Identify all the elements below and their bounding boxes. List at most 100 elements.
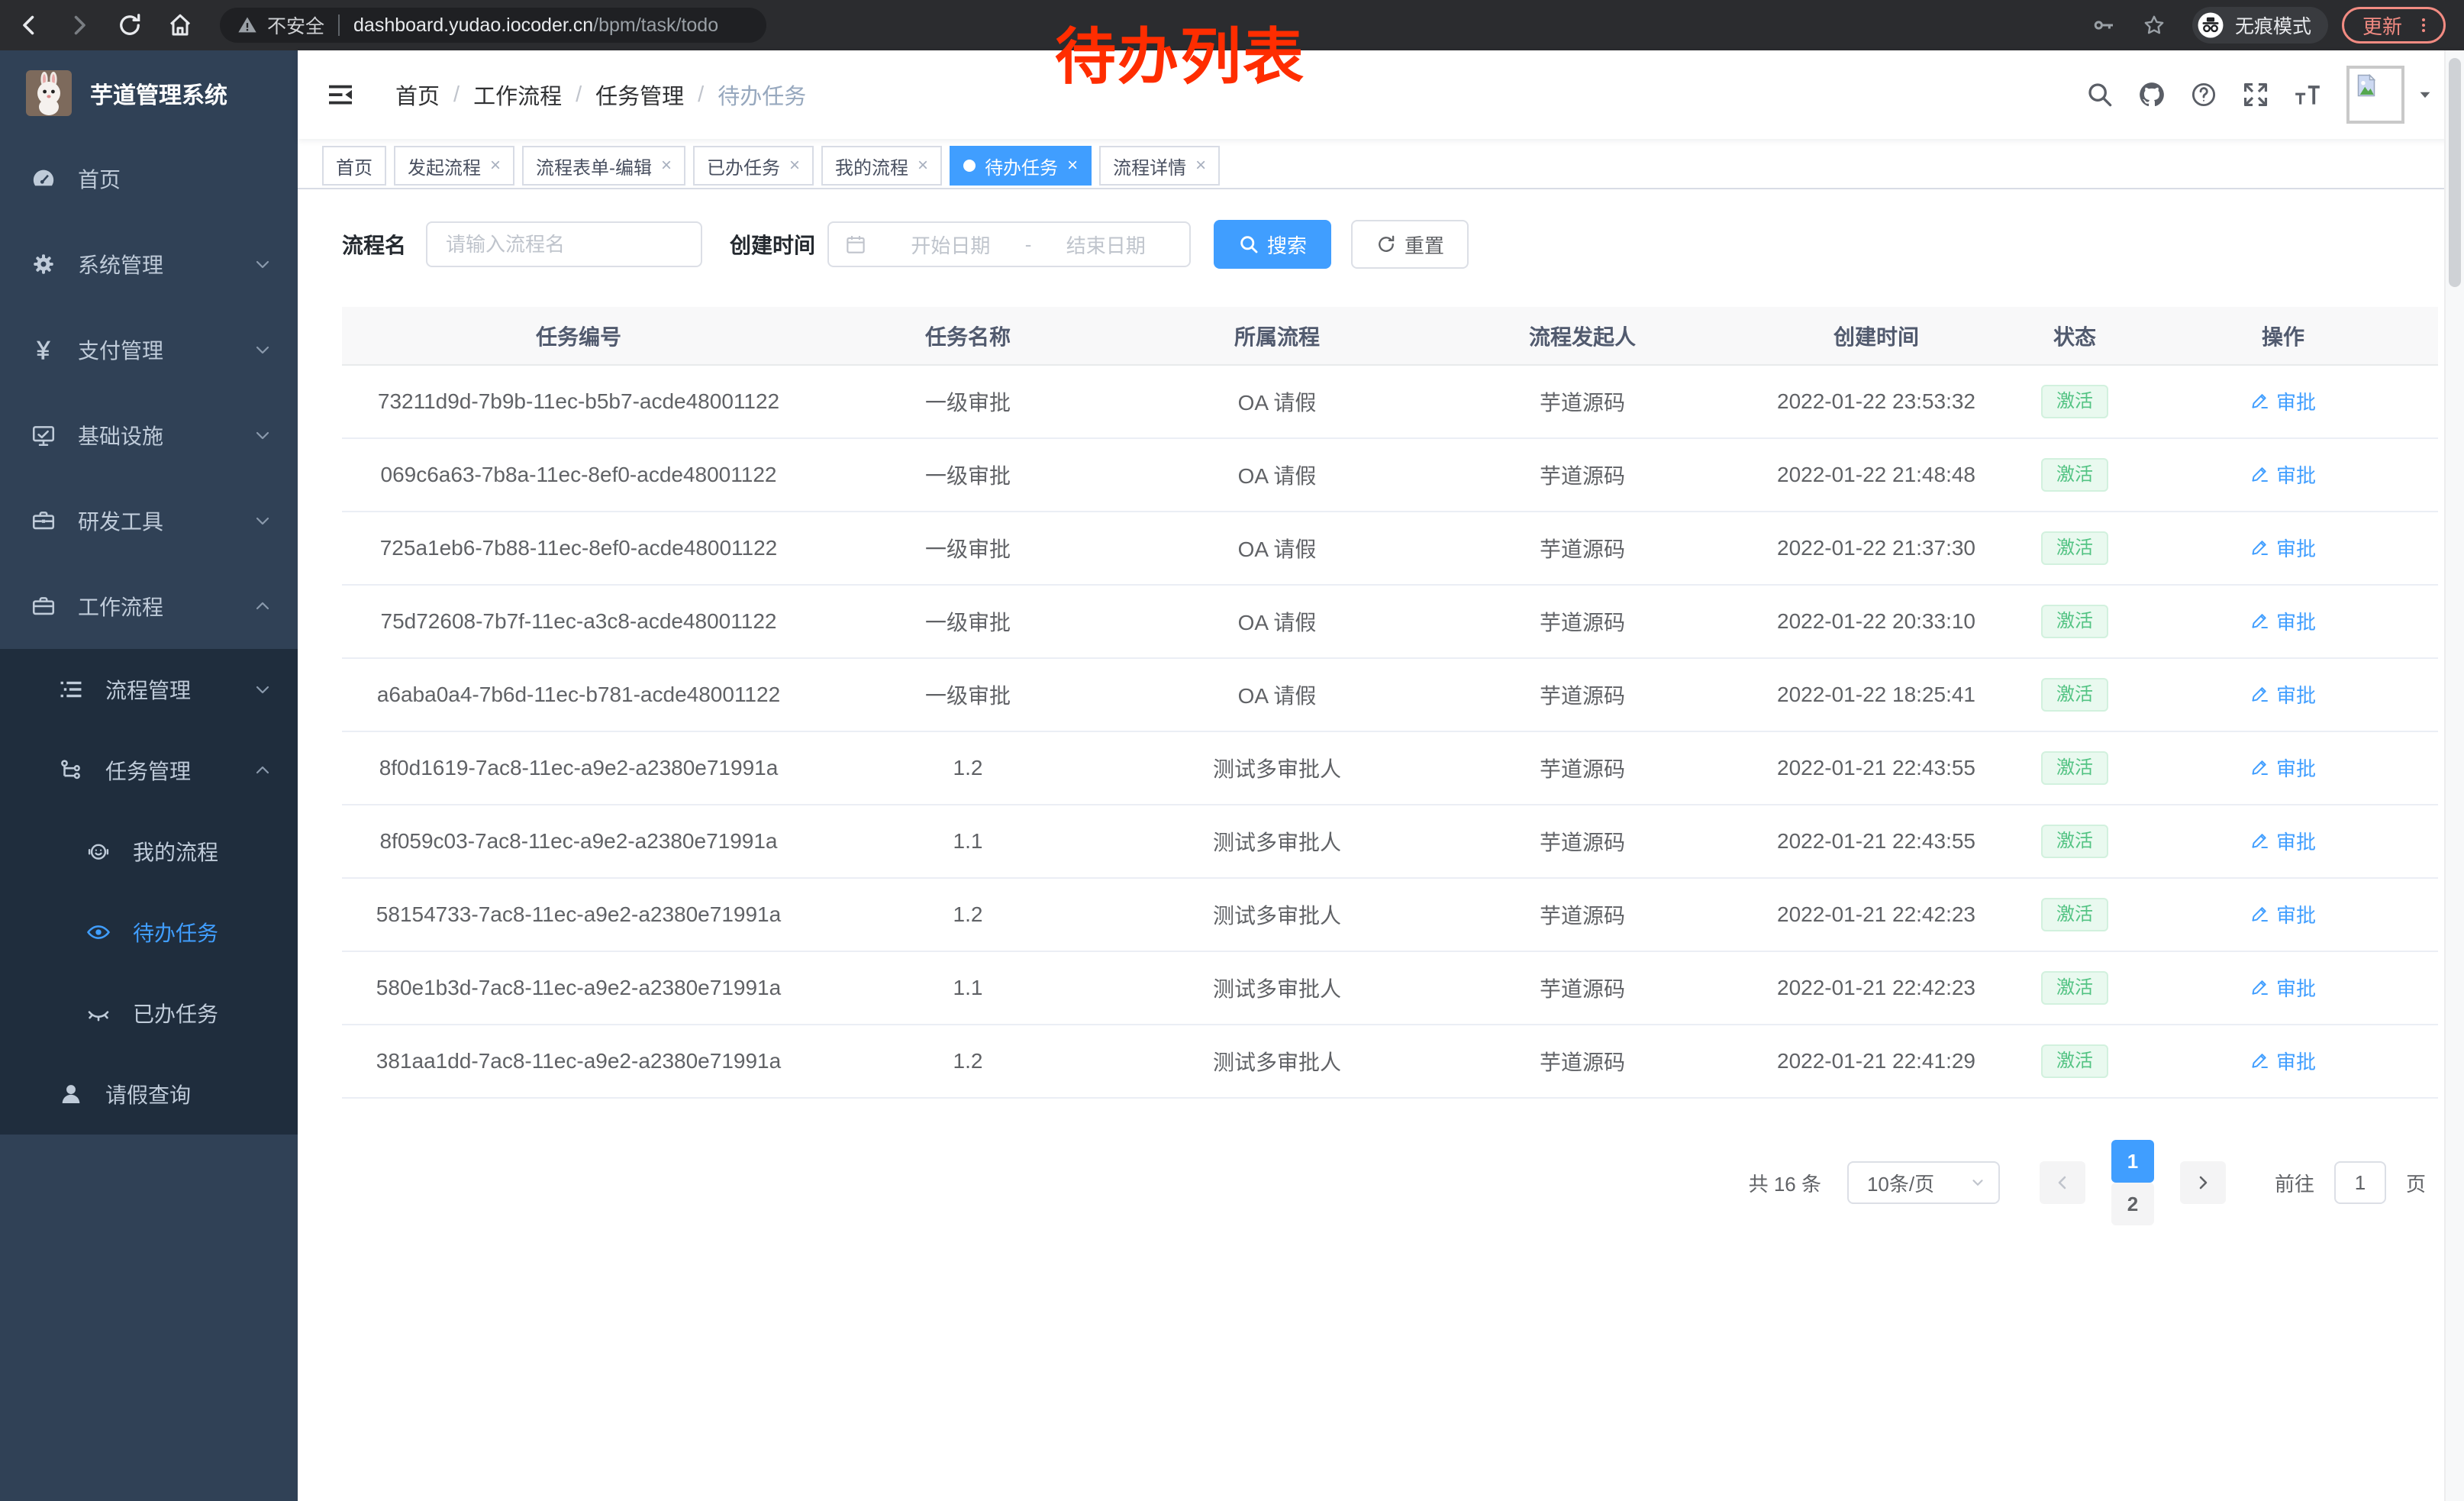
- tab-close-icon[interactable]: ×: [490, 155, 502, 176]
- tab-done-task[interactable]: 已办任务 ×: [693, 146, 814, 186]
- column-header: 所属流程: [1121, 307, 1434, 366]
- url-path[interactable]: /bpm/task/todo: [593, 14, 719, 36]
- sidebar-item-done-task[interactable]: 已办任务: [0, 973, 298, 1054]
- approve-link[interactable]: 审批: [2250, 387, 2316, 415]
- password-key-icon[interactable]: [2091, 13, 2116, 37]
- cell-starter: 芋道源码: [1434, 438, 1731, 512]
- cell-id: 381aa1dd-7ac8-11ec-a9e2-a2380e71991a: [342, 1025, 815, 1099]
- avatar-caret-icon[interactable]: [2417, 86, 2433, 103]
- browser-toolbar: 不安全 dashboard.yudao.iocoder.cn/bpm/task/…: [0, 0, 2464, 50]
- security-label[interactable]: 不安全: [267, 16, 325, 37]
- cell-starter: 芋道源码: [1434, 731, 1731, 805]
- sidebar-item-system-mgmt[interactable]: 系统管理: [0, 221, 298, 307]
- page-button-1[interactable]: 1: [2111, 1140, 2154, 1183]
- approve-link[interactable]: 审批: [2250, 534, 2316, 562]
- update-button[interactable]: 更新: [2341, 7, 2446, 44]
- sidebar-item-home[interactable]: 首页: [0, 136, 298, 221]
- table-row: 381aa1dd-7ac8-11ec-a9e2-a2380e71991a 1.2 测…: [342, 1025, 2438, 1099]
- app-logo-row[interactable]: 芋道管理系统: [0, 50, 298, 136]
- tab-form-edit[interactable]: 流程表单-编辑 ×: [522, 146, 686, 186]
- approve-link[interactable]: 审批: [2250, 460, 2316, 489]
- cell-name: 一级审批: [815, 585, 1121, 659]
- eye-closed-icon: [85, 1000, 111, 1026]
- page-scrollbar[interactable]: [2444, 50, 2464, 1501]
- date-range-picker[interactable]: 开始日期 - 结束日期: [827, 221, 1192, 267]
- sidebar-item-label: 待办任务: [133, 922, 219, 945]
- reset-button[interactable]: 重置: [1351, 220, 1469, 269]
- bookmark-star-icon[interactable]: [2142, 13, 2166, 37]
- start-date-placeholder[interactable]: 开始日期: [911, 234, 991, 257]
- sidebar-item-infrastructure[interactable]: 基础设施: [0, 392, 298, 478]
- sidebar-item-dev-tools[interactable]: 研发工具: [0, 478, 298, 563]
- next-page-button[interactable]: [2179, 1161, 2226, 1204]
- chevron-down-icon: [253, 680, 272, 699]
- tab-process-detail[interactable]: 流程详情 ×: [1099, 146, 1221, 186]
- prev-page-button[interactable]: [2039, 1161, 2085, 1204]
- tab-my-process[interactable]: 我的流程 ×: [821, 146, 943, 186]
- url-host[interactable]: dashboard.yudao.iocoder.cn: [353, 14, 594, 36]
- sidebar-item-leave-query[interactable]: 请假查询: [0, 1054, 298, 1135]
- cell-created: 2022-01-22 21:48:48: [1731, 438, 2021, 512]
- tab-todo-task[interactable]: 待办任务 ×: [950, 146, 1092, 186]
- end-date-placeholder[interactable]: 结束日期: [1066, 234, 1146, 257]
- sidebar-item-process-mgmt[interactable]: 流程管理: [0, 649, 298, 730]
- tab-home[interactable]: 首页: [322, 146, 386, 186]
- breadcrumb-item[interactable]: 工作流程: [473, 85, 563, 109]
- search-icon[interactable]: [2085, 80, 2114, 109]
- approve-link[interactable]: 审批: [2250, 607, 2316, 635]
- search-button[interactable]: 搜索: [1214, 220, 1332, 269]
- breadcrumb-item[interactable]: 任务管理: [595, 85, 685, 109]
- page-scrollbar-thumb[interactable]: [2449, 58, 2461, 287]
- sidebar-item-task-mgmt[interactable]: 任务管理: [0, 730, 298, 811]
- security-warning-icon[interactable]: [237, 15, 258, 36]
- update-label[interactable]: 更新: [2362, 15, 2402, 38]
- approve-link[interactable]: 审批: [2250, 1047, 2316, 1075]
- process-name-input[interactable]: [426, 221, 703, 267]
- tab-close-icon[interactable]: ×: [661, 155, 672, 176]
- forward-icon[interactable]: [66, 11, 93, 39]
- sidebar-item-my-process[interactable]: 我的流程: [0, 811, 298, 892]
- sidebar-item-label: 系统管理: [78, 253, 164, 277]
- reload-icon[interactable]: [116, 11, 144, 39]
- back-icon[interactable]: [15, 11, 43, 39]
- browser-menu-icon[interactable]: [2414, 15, 2433, 36]
- table-header-row: 任务编号 任务名称 所属流程 流程发起人 创建时间 状态 操作: [342, 307, 2438, 366]
- tab-close-icon[interactable]: ×: [1067, 155, 1079, 176]
- tab-initiate-process[interactable]: 发起流程 ×: [394, 146, 515, 186]
- tab-close-icon[interactable]: ×: [918, 155, 929, 176]
- edit-pencil-icon: [2250, 611, 2270, 631]
- tab-label: 待办任务: [985, 157, 1059, 179]
- sidebar-fold-icon[interactable]: [325, 79, 356, 110]
- help-icon[interactable]: [2189, 80, 2218, 109]
- github-icon[interactable]: [2137, 80, 2166, 109]
- breadcrumb-item[interactable]: 待办任务: [718, 85, 807, 109]
- font-size-icon[interactable]: [2293, 80, 2322, 109]
- tab-label: 流程表单-编辑: [536, 157, 653, 179]
- table-row: 8f059c03-7ac8-11ec-a9e2-a2380e71991a 1.1 测…: [342, 805, 2438, 879]
- goto-page-input[interactable]: [2333, 1161, 2386, 1204]
- approve-link-label: 审批: [2275, 1050, 2316, 1073]
- approve-link[interactable]: 审批: [2250, 827, 2316, 855]
- avatar[interactable]: [2346, 66, 2404, 124]
- approve-link[interactable]: 审批: [2250, 900, 2316, 928]
- tab-label: 已办任务: [707, 157, 781, 179]
- fullscreen-icon[interactable]: [2241, 80, 2270, 109]
- approve-link[interactable]: 审批: [2250, 754, 2316, 782]
- sidebar-item-workflow[interactable]: 工作流程: [0, 563, 298, 649]
- cell-process: 测试多审批人: [1121, 731, 1434, 805]
- approve-link[interactable]: 审批: [2250, 973, 2316, 1002]
- approve-link[interactable]: 审批: [2250, 680, 2316, 709]
- org-tree-icon: [58, 757, 84, 783]
- tab-close-icon[interactable]: ×: [789, 155, 801, 176]
- page-size-select[interactable]: 10条/页: [1846, 1161, 2000, 1204]
- home-icon[interactable]: [166, 11, 194, 39]
- breadcrumb-item[interactable]: 首页: [395, 85, 440, 109]
- sidebar-item-payment-mgmt[interactable]: 支付管理: [0, 307, 298, 392]
- sidebar-item-todo-task[interactable]: 待办任务: [0, 892, 298, 973]
- cell-process: 测试多审批人: [1121, 951, 1434, 1025]
- tab-close-icon[interactable]: ×: [1195, 155, 1207, 176]
- page-button-2[interactable]: 2: [2111, 1183, 2154, 1225]
- breadcrumb-separator: /: [576, 82, 582, 107]
- cell-id: 58154733-7ac8-11ec-a9e2-a2380e71991a: [342, 878, 815, 952]
- address-bar[interactable]: 不安全 dashboard.yudao.iocoder.cn/bpm/task/…: [220, 8, 766, 43]
